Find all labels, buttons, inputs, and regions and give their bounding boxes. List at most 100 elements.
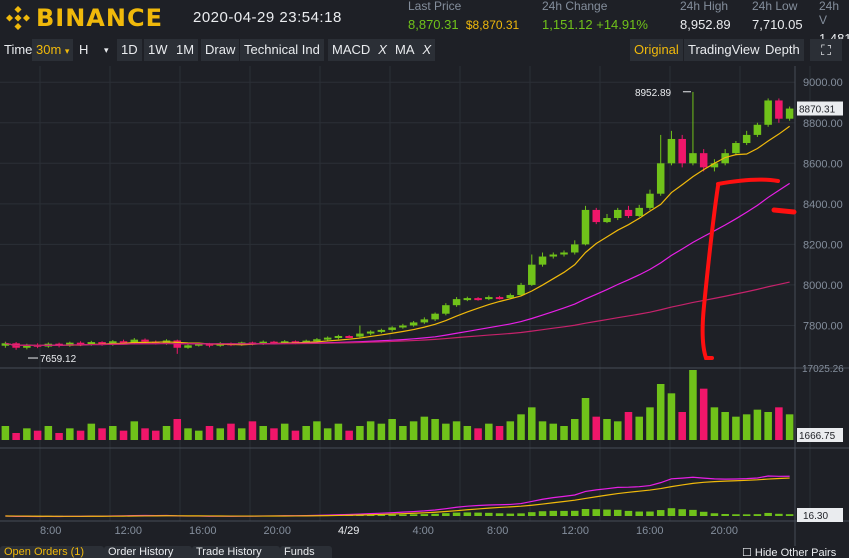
chevron-down-icon: ▾	[65, 46, 70, 56]
macd-histogram-bar	[592, 509, 600, 516]
volume-bar	[474, 428, 482, 440]
time-axis-label: 4/29	[338, 525, 359, 537]
volume-bar	[614, 421, 622, 440]
macd-histogram-bar	[614, 510, 622, 516]
candle	[668, 139, 676, 163]
volume-bar	[388, 419, 396, 440]
price-axis-label: 8800.00	[803, 118, 843, 130]
volume-bar	[743, 414, 751, 440]
last-price-stat: Last Price 8,870.31 $8,870.31	[408, 0, 519, 32]
volume-bar	[195, 431, 203, 440]
volume-bar	[206, 426, 214, 440]
price-axis-label: 8400.00	[803, 199, 843, 211]
volume-value-label: 1666.75	[799, 431, 836, 442]
volume-bar	[227, 424, 235, 440]
close-icon[interactable]: X	[378, 42, 387, 57]
macd-histogram-bar	[399, 514, 407, 516]
volume-bar	[668, 393, 676, 440]
volume-bar	[131, 421, 139, 440]
volume-bar	[764, 412, 772, 440]
volume-bar	[399, 426, 407, 440]
volume-bar	[678, 412, 686, 440]
tab-trade-history[interactable]: Trade History	[192, 546, 280, 558]
interval-1w-button[interactable]: 1W	[144, 39, 172, 61]
technical-indicator-button[interactable]: Technical Ind	[240, 39, 324, 61]
volume-bar	[528, 407, 536, 440]
last-price-usd: $8,870.31	[466, 18, 519, 32]
interval-1m-button[interactable]: 1M	[172, 39, 198, 61]
macd-histogram-bar	[550, 511, 558, 516]
candle	[442, 305, 450, 314]
candle	[399, 325, 407, 327]
macd-histogram-bar	[421, 514, 429, 516]
volume-bar	[485, 424, 493, 440]
time-axis-label: 12:00	[562, 525, 590, 537]
time-button[interactable]: Time	[0, 39, 36, 61]
volume-bar	[507, 421, 515, 440]
candle	[485, 297, 493, 299]
volume-bar	[592, 417, 600, 440]
volume-bar	[464, 426, 472, 440]
time-axis-label: 8:00	[40, 525, 61, 537]
draw-button[interactable]: Draw	[201, 39, 239, 61]
tab-order-history[interactable]: Order History	[104, 546, 192, 558]
macd-label: MACD	[332, 42, 370, 57]
annotation-stroke	[703, 186, 718, 358]
volume-bar	[259, 426, 267, 440]
macd-histogram-bar	[775, 514, 783, 516]
candle	[603, 218, 611, 222]
macd-histogram-bar	[657, 510, 665, 516]
change-stat: 24h Change 1,151.12 +14.91%	[542, 0, 648, 32]
last-price-label: Last Price	[408, 0, 519, 13]
candle	[431, 314, 439, 320]
candle	[678, 139, 686, 163]
tab-funds[interactable]: Funds	[280, 546, 332, 558]
time-axis-label: 8:00	[487, 525, 508, 537]
brand-logo[interactable]: BINANCE	[6, 4, 163, 32]
time-axis-label: 20:00	[264, 525, 292, 537]
macd-histogram-bar	[464, 512, 472, 516]
candle	[184, 345, 192, 347]
candle	[421, 319, 429, 322]
candle	[335, 336, 343, 338]
volume-bar	[754, 410, 762, 440]
top-bar: BINANCE 2020-04-29 23:54:18 Last Price 8…	[0, 0, 849, 38]
interval-1d-button[interactable]: 1D	[117, 39, 142, 61]
volume-bar	[109, 426, 117, 440]
original-view-button[interactable]: Original	[630, 39, 683, 61]
interval-h-button[interactable]: H	[75, 39, 92, 61]
interval-30m-button[interactable]: 30m ▾	[32, 39, 73, 61]
close-icon[interactable]: X	[423, 42, 432, 57]
macd-value-label: 16.30	[803, 511, 828, 522]
hide-other-pairs-checkbox[interactable]: ☐ Hide Other Pairs	[738, 546, 849, 558]
macd-histogram-bar	[625, 511, 633, 516]
price-axis-label: 7800.00	[803, 320, 843, 332]
fullscreen-icon[interactable]: ⛶	[810, 39, 842, 61]
candle	[324, 338, 332, 340]
volume-bar	[292, 431, 300, 440]
tab-open-orders[interactable]: Open Orders (1)	[0, 546, 104, 558]
macd-histogram-bar	[646, 512, 654, 516]
volume-bar	[2, 426, 10, 440]
volume-bar	[657, 384, 665, 440]
tradingview-button[interactable]: TradingView	[684, 39, 764, 61]
price-axis-label: 8000.00	[803, 280, 843, 292]
volume-bar	[517, 414, 525, 440]
candle	[356, 334, 364, 337]
volume-bar	[700, 389, 708, 440]
macd-histogram-bar	[754, 514, 762, 516]
candle	[410, 322, 418, 325]
depth-button[interactable]: Depth	[761, 39, 804, 61]
candlestick-chart[interactable]: 9000.008800.008600.008400.008200.008000.…	[0, 66, 849, 546]
high-label: 24h High	[680, 0, 731, 13]
time-axis-label: 16:00	[636, 525, 664, 537]
volume-bar	[313, 421, 321, 440]
macd-indicator-chip[interactable]: MACD X	[328, 39, 391, 61]
candle	[721, 153, 729, 163]
candle	[700, 153, 708, 167]
binance-diamond-icon	[6, 6, 30, 30]
volume-bar	[539, 421, 547, 440]
interval-more-icon[interactable]: ▾	[100, 39, 113, 61]
candle	[732, 143, 740, 153]
